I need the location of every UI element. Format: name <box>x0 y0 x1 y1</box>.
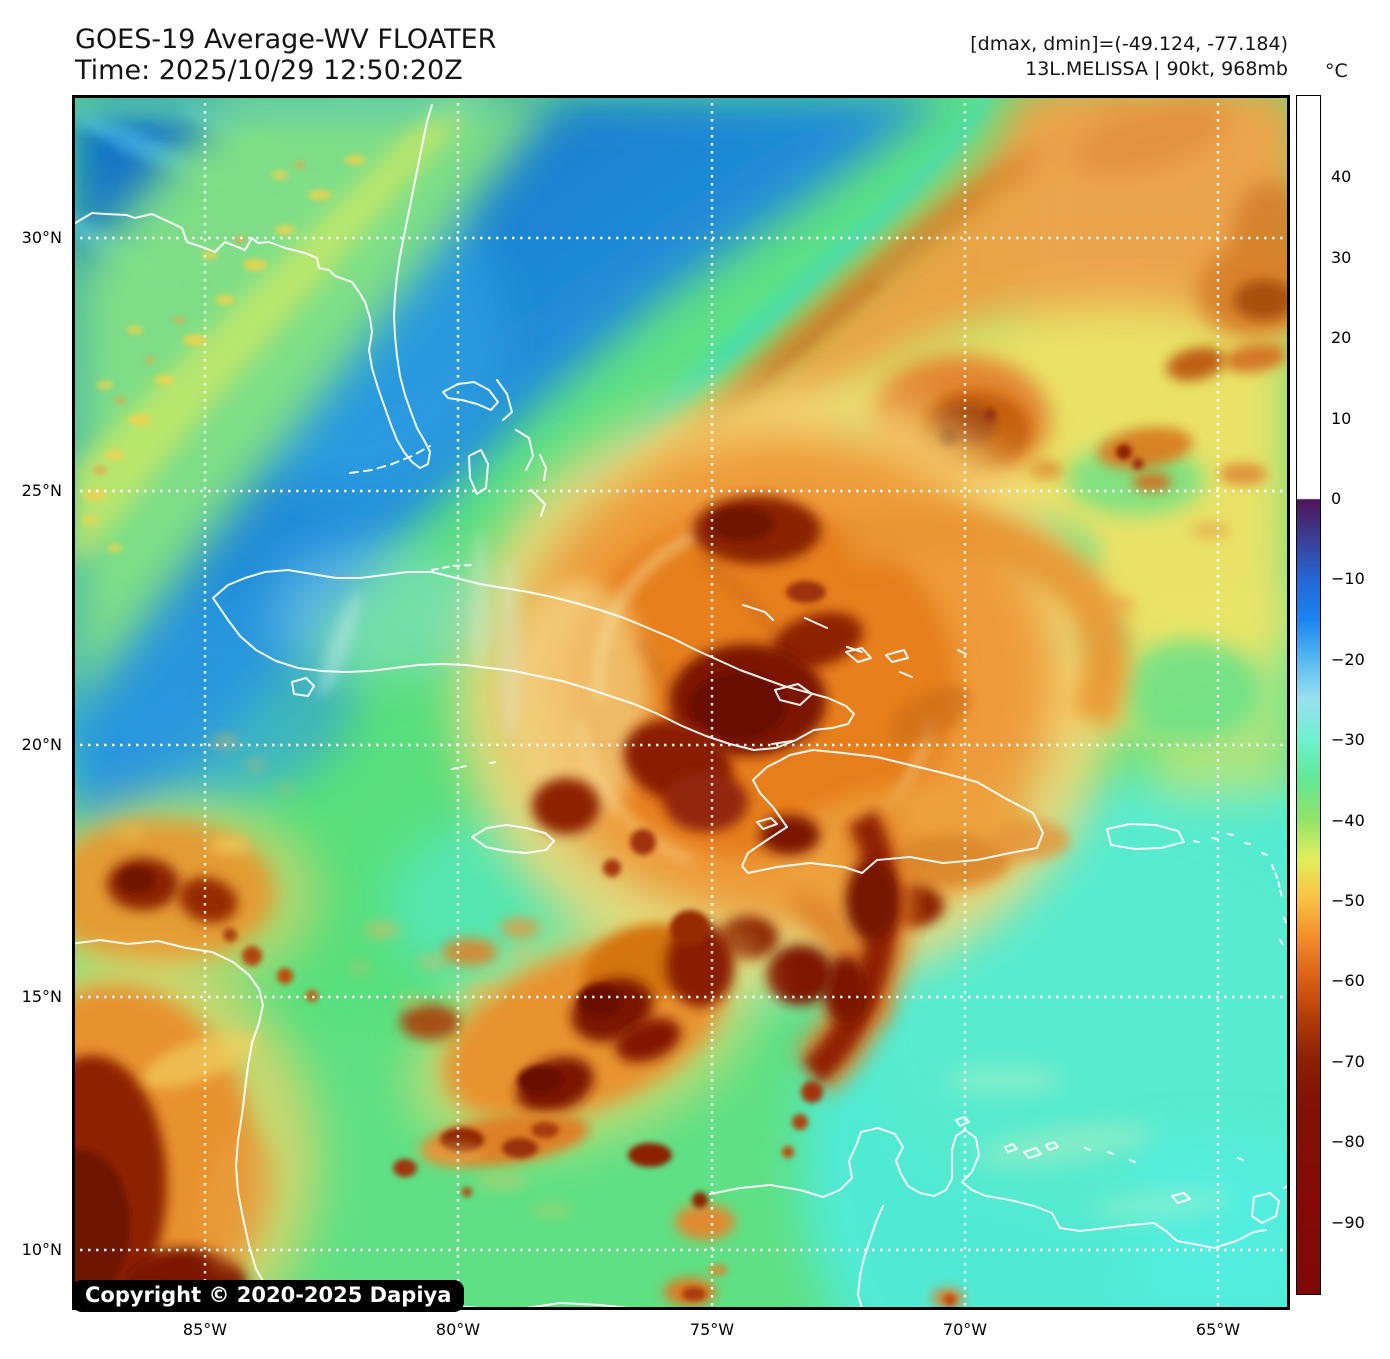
title-block: GOES-19 Average-WV FLOATER Time: 2025/10… <box>75 24 496 86</box>
colorbar-tick-label: 20 <box>1331 328 1352 348</box>
coast-gulf-florida <box>72 104 433 469</box>
coast-cuba <box>212 569 855 751</box>
colorbar-tick-label: −60 <box>1331 971 1365 991</box>
coast-hispaniola <box>741 749 1044 874</box>
colorbar-tick-label: −20 <box>1331 649 1365 669</box>
coast-jamaica <box>471 824 555 854</box>
coast-lesser-antilles <box>1193 833 1288 947</box>
colorbar-tick-label: −50 <box>1331 891 1365 910</box>
latitude-label: 10°N <box>21 1240 62 1259</box>
meta-block: [dmax, dmin]=(-49.124, -77.184) 13L.MELI… <box>970 32 1288 82</box>
coast-tortuga-gonave <box>756 740 793 830</box>
coast-caymans <box>451 761 497 770</box>
coastlines-layer <box>72 104 1290 1310</box>
latitude-label: 30°N <box>21 228 62 247</box>
colorbar-tick-label: 0 <box>1331 489 1342 508</box>
timestamp: Time: 2025/10/29 12:50:20Z <box>75 55 463 86</box>
colorbar-tick-label: −30 <box>1331 730 1365 750</box>
gridlines-layer <box>72 95 1290 1310</box>
coast-florida-keys <box>349 445 431 474</box>
colorbar-tick-label: −10 <box>1331 569 1365 589</box>
coast-puerto-rico <box>1106 823 1185 850</box>
coast-se-bahamas-turks <box>742 604 967 706</box>
longitude-label: 75°W <box>689 1320 735 1339</box>
longitude-label: 80°W <box>435 1320 481 1339</box>
coast-south-america <box>709 1127 1267 1309</box>
coast-cuba-cayos <box>431 564 473 571</box>
colorbar-tick-label: 40 <box>1331 167 1352 187</box>
colorbar-unit-label: °C <box>1325 60 1348 82</box>
coast-isla-juventud <box>291 677 315 697</box>
copyright-badge: Copyright © 2020-2025 Dapiya <box>72 1280 465 1312</box>
product-title: GOES-19 Average-WV FLOATER <box>75 24 497 55</box>
plot-border <box>72 95 1290 1310</box>
colorbar-tick-label: 10 <box>1331 408 1352 428</box>
colorbar-tick-label: 30 <box>1331 247 1352 267</box>
latitude-label: 15°N <box>21 987 62 1006</box>
latitude-label: 20°N <box>21 735 62 754</box>
colorbar-tick-label: −80 <box>1331 1132 1365 1152</box>
longitude-label: 70°W <box>942 1320 988 1339</box>
colorbar-tick-label: −70 <box>1331 1051 1365 1071</box>
colorbar-tick-label: −90 <box>1331 1212 1365 1232</box>
storm-id-readout: 13L.MELISSA | 90kt, 968mb <box>1025 58 1288 80</box>
water-vapor-image <box>72 95 1290 1310</box>
longitude-label: 85°W <box>182 1320 228 1339</box>
colorbar-tick-label: −40 <box>1331 810 1365 830</box>
dmax-dmin-readout: [dmax, dmin]=(-49.124, -77.184) <box>970 33 1288 55</box>
coast-bahamas <box>442 379 547 517</box>
wv-color-field <box>72 95 1290 1310</box>
satellite-map <box>72 95 1290 1310</box>
longitude-label: 65°W <box>1195 1320 1241 1339</box>
latitude-label: 25°N <box>21 481 62 500</box>
colorbar <box>1296 95 1321 1295</box>
